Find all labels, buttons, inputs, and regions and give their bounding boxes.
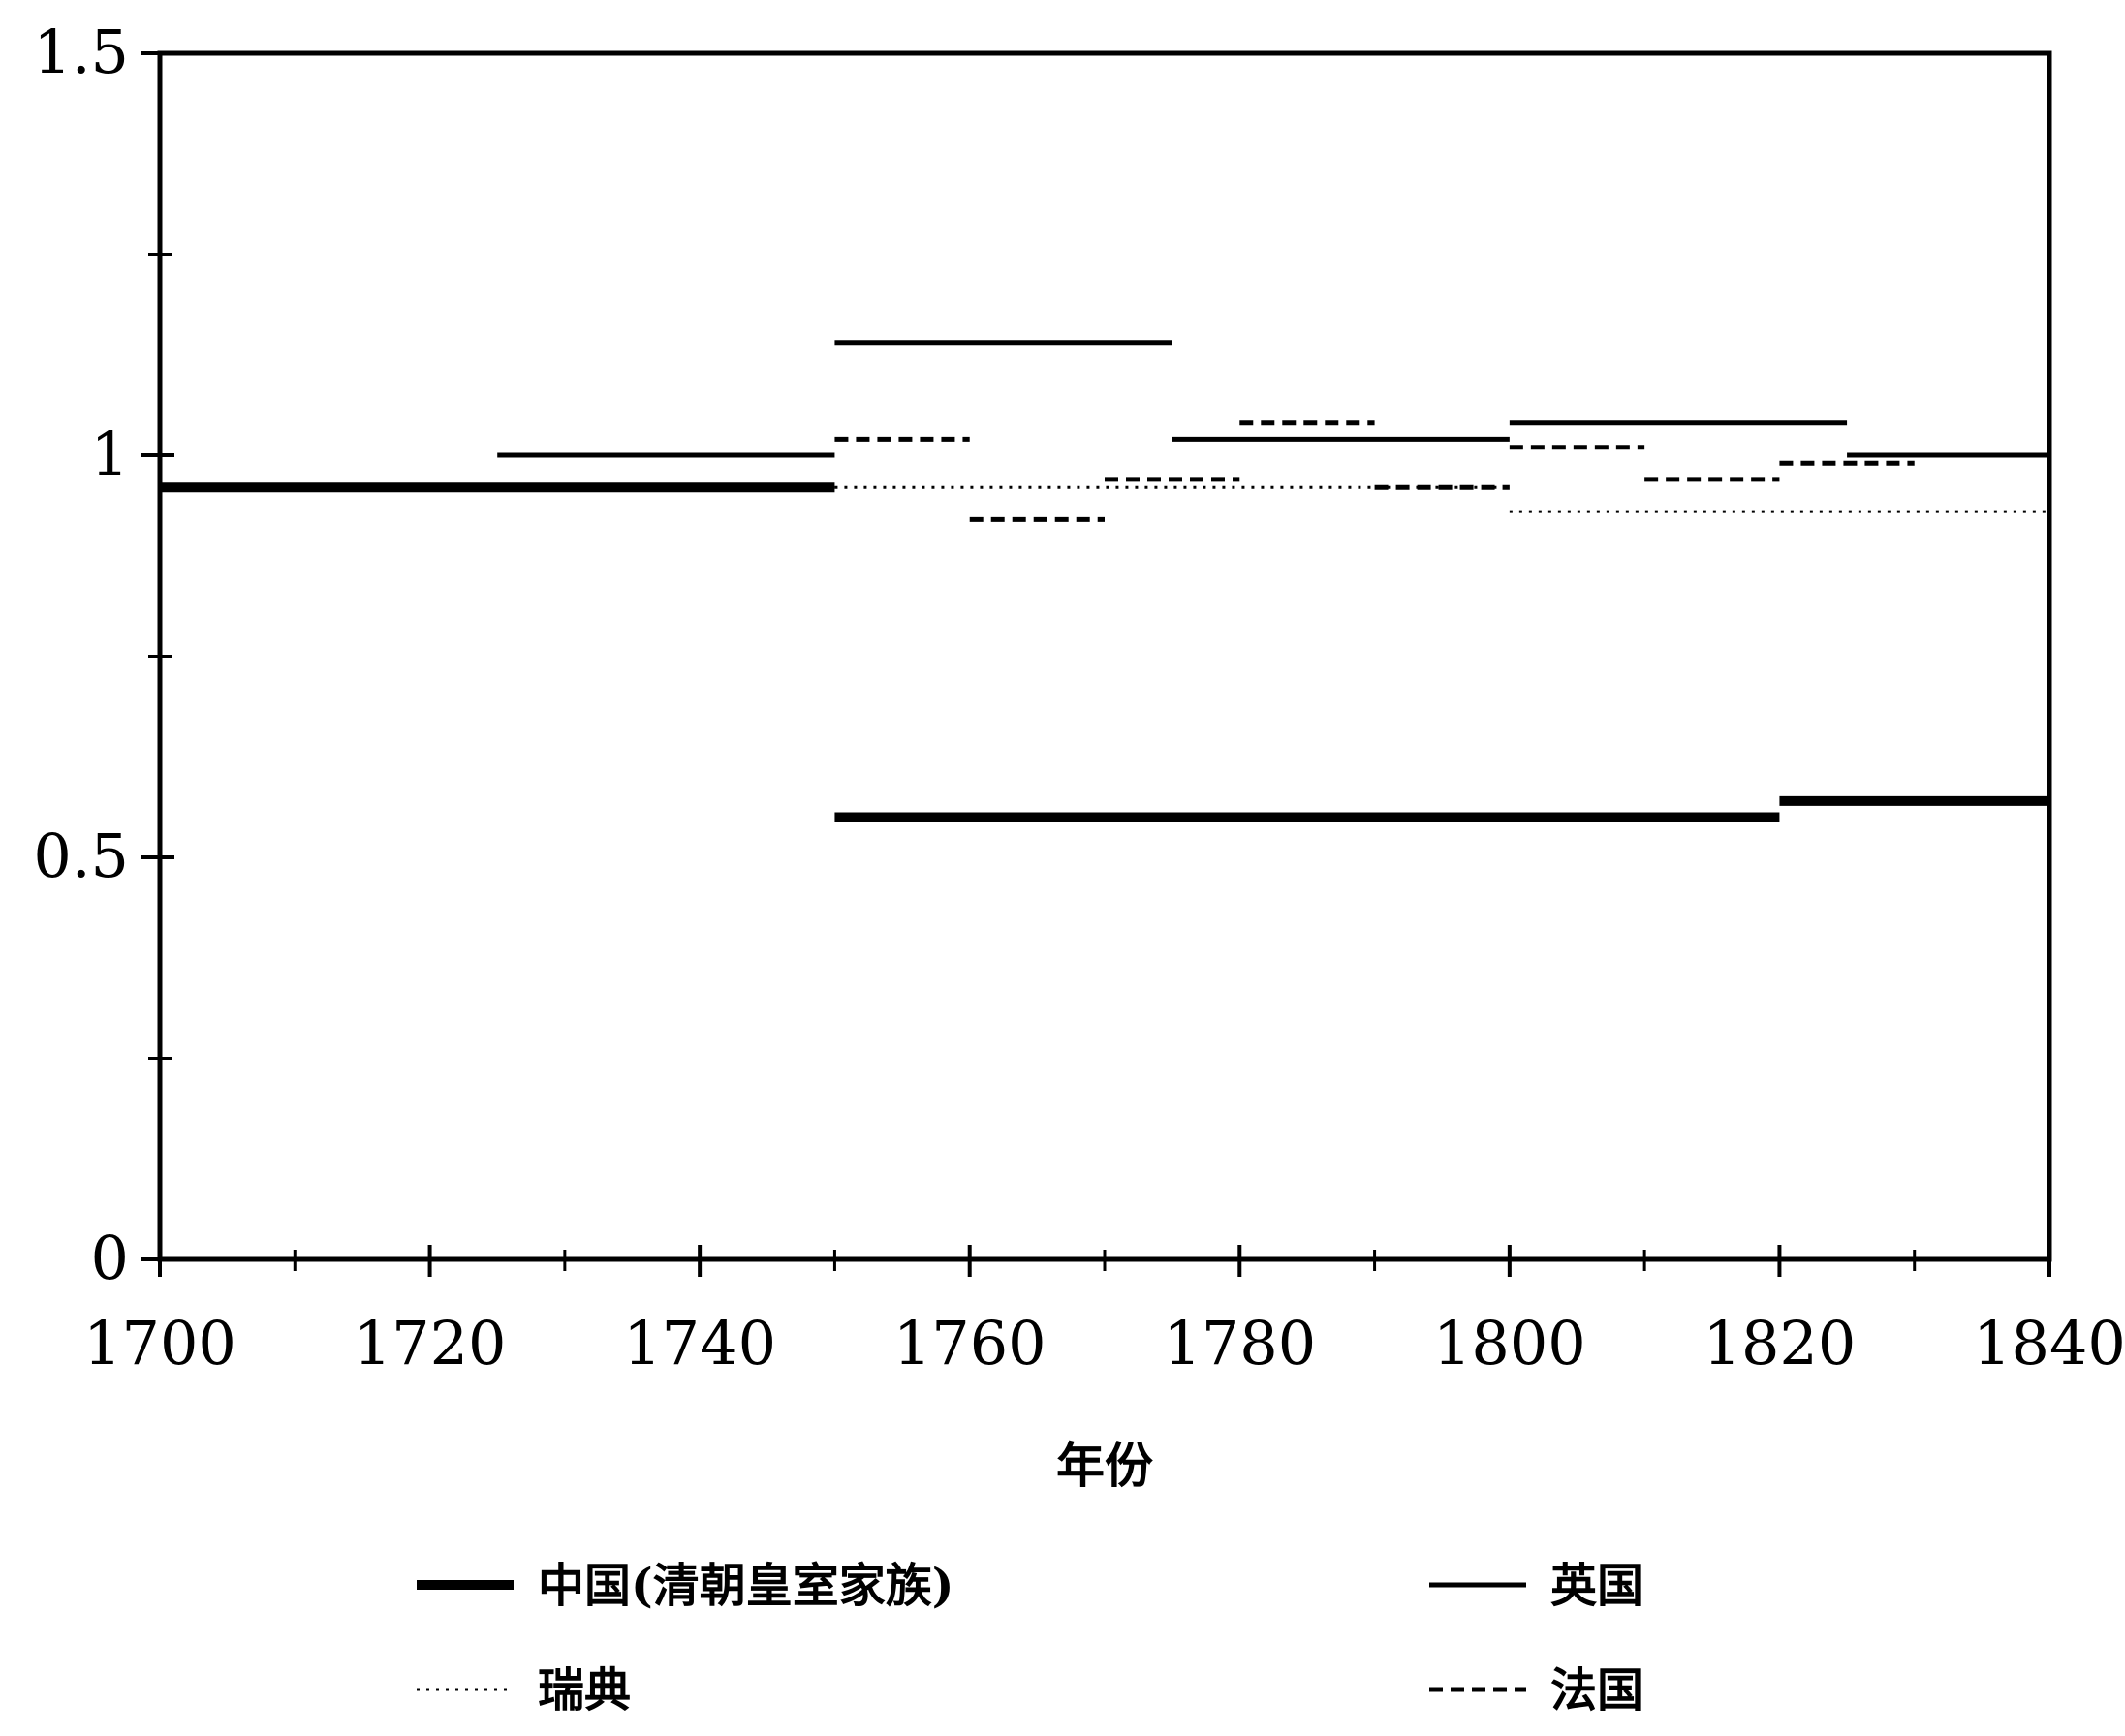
x-tick-label: 1840 (1973, 1308, 2125, 1379)
series-2 (834, 485, 2049, 513)
y-tick-label: 1.5 (33, 16, 129, 87)
x-axis: 1700 1720 1740 1760 1780 1800 1820 1840 (83, 1245, 2125, 1379)
chart-marks (160, 340, 2049, 822)
legend-label-0: 中国(清朝皇室家族) (538, 1559, 953, 1613)
y-axis: 0 0.5 1 1.5 (33, 16, 174, 1293)
legend-label-2: 瑞典 (538, 1663, 631, 1718)
plot-frame (157, 50, 2052, 1262)
series-0 (160, 482, 2049, 822)
x-tick-label: 1820 (1703, 1308, 1857, 1379)
legend-label-3: 法国 (1550, 1663, 1643, 1718)
legend-label-1: 英国 (1550, 1559, 1643, 1613)
x-tick-label: 1700 (83, 1308, 236, 1379)
series-1 (497, 340, 2049, 458)
x-tick-label: 1800 (1433, 1308, 1586, 1379)
y-tick-label: 1 (91, 418, 129, 489)
y-tick-label: 0.5 (33, 821, 129, 891)
x-tick-label: 1720 (354, 1308, 507, 1379)
x-tick-label: 1780 (1163, 1308, 1316, 1379)
x-tick-label: 1760 (893, 1308, 1047, 1379)
series-3 (834, 420, 1915, 522)
x-axis-label: 年份 (1056, 1437, 1153, 1494)
y-tick-label: 0 (91, 1223, 129, 1293)
x-tick-label: 1740 (623, 1308, 776, 1379)
